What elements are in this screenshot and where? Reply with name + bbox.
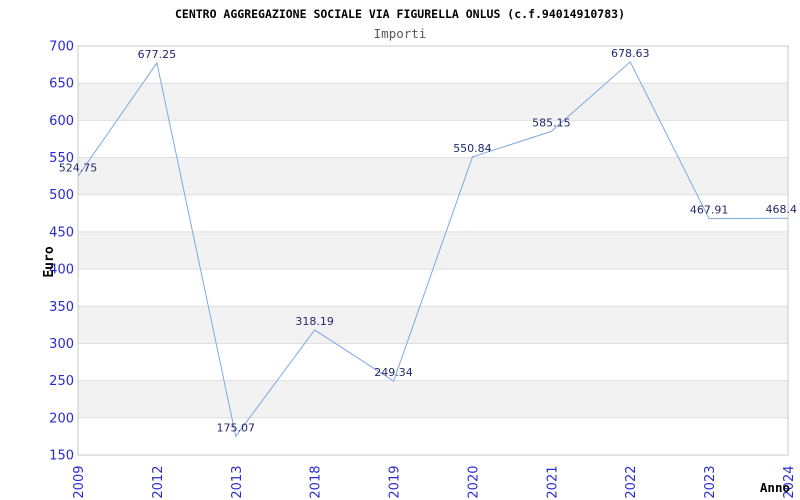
x-tick-label: 2022 [624, 466, 639, 499]
data-label: 678.63 [611, 47, 650, 60]
data-label: 677.25 [138, 48, 177, 61]
y-axis-title: Euro [42, 246, 57, 277]
data-label: 249.34 [374, 366, 413, 379]
y-tick-label: 700 [49, 40, 74, 55]
y-tick-label: 600 [49, 114, 74, 129]
gridlines [78, 45, 788, 456]
x-tick-label: 2019 [388, 466, 403, 499]
data-label: 468.4 [766, 203, 798, 216]
x-axis-title: Anno [760, 480, 790, 495]
y-tick-label: 350 [49, 300, 74, 315]
chart-subtitle: Importi [374, 26, 427, 41]
plot-band [78, 306, 788, 344]
data-label: 585.15 [532, 116, 571, 129]
data-label: 175.07 [217, 421, 256, 434]
plot-band [78, 83, 788, 121]
plot-band [78, 157, 788, 195]
data-point-labels: 524.75 677.25 175.07 318.19 249.34 550.84 585.… [59, 47, 797, 434]
y-tick-label: 400 [49, 263, 74, 278]
plot-band [78, 380, 788, 418]
x-tick-label: 2018 [309, 466, 324, 499]
y-tick-label: 200 [49, 411, 74, 426]
y-axis-tick-labels: 150 200 250 300 350 400 450 500 550 600 650 700 [49, 40, 74, 464]
data-label: 524.75 [59, 161, 98, 174]
x-tick-label: 2021 [545, 466, 560, 499]
x-tick-label: 2012 [151, 466, 166, 499]
x-axis-tick-labels: 2009 2012 2013 2018 2019 2020 2021 2022 2023 2024 [72, 466, 797, 499]
chart-title: CENTRO AGGREGAZIONE SOCIALE VIA FIGURELL… [175, 7, 625, 21]
y-tick-label: 550 [49, 151, 74, 166]
y-tick-label: 450 [49, 225, 74, 240]
y-tick-label: 150 [49, 449, 74, 464]
plot-bands [78, 83, 788, 418]
data-label: 318.19 [295, 315, 334, 328]
data-label: 467.91 [690, 204, 729, 217]
x-tick-label: 2013 [230, 466, 245, 499]
y-tick-label: 500 [49, 188, 74, 203]
x-tick-label: 2009 [72, 466, 87, 499]
y-tick-label: 650 [49, 77, 74, 92]
x-tick-label: 2020 [466, 466, 481, 499]
x-tick-label: 2023 [703, 466, 718, 499]
plot-band [78, 231, 788, 270]
y-tick-label: 300 [49, 337, 74, 352]
x-tick-label: 2024 [782, 466, 797, 499]
series-line [77, 61, 789, 438]
y-tick-label: 250 [49, 374, 74, 389]
data-label: 550.84 [453, 142, 492, 155]
plot-border [77, 45, 789, 456]
